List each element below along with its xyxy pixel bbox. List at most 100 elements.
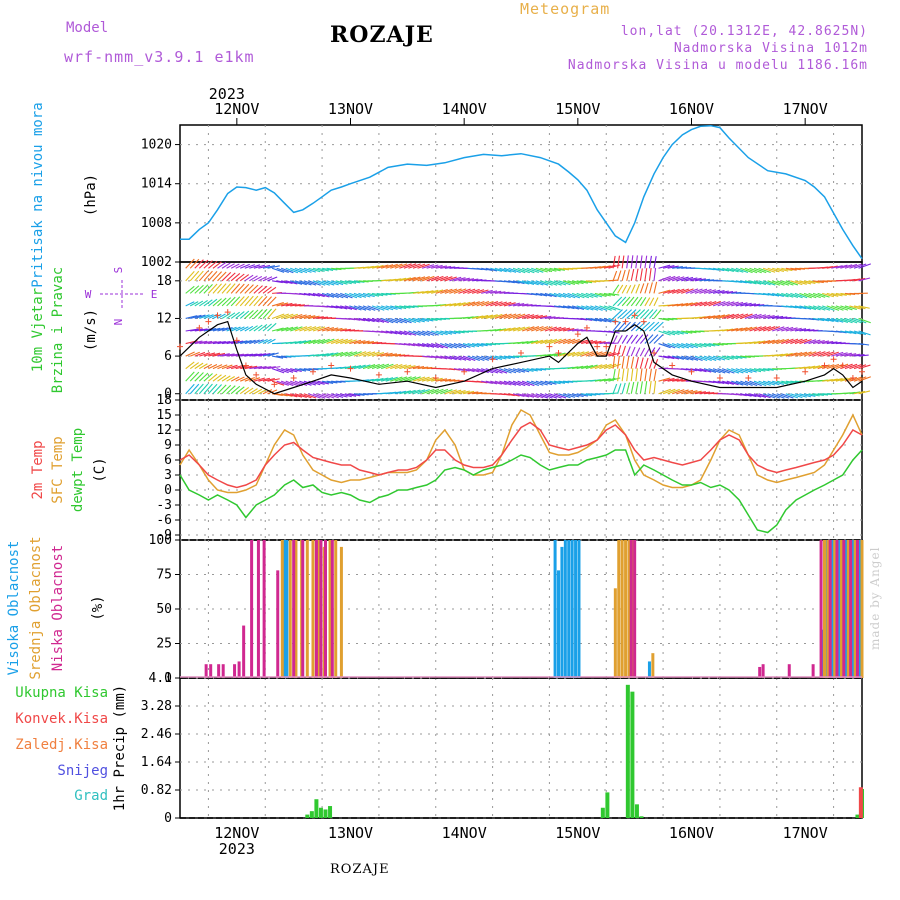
wind-barb [630, 321, 641, 332]
wind-barb [235, 376, 245, 382]
wind-barb [781, 280, 794, 286]
gust-marker [773, 375, 780, 382]
wind-barb [421, 317, 434, 322]
wind-barb [649, 321, 660, 332]
wind-barb [612, 296, 623, 307]
wind-barb [703, 289, 717, 294]
wind-barb [649, 334, 659, 344]
wind-barb [794, 280, 807, 285]
wind-barb [262, 366, 276, 370]
wind-barb [599, 305, 612, 311]
wind-barb [299, 292, 311, 296]
wind-barb [531, 314, 543, 319]
wind-barb [567, 351, 580, 357]
wind-barb [753, 326, 767, 332]
wind-barb [767, 326, 781, 332]
wind-barb [630, 368, 634, 382]
wind-barb [822, 292, 835, 298]
wind-barb [581, 351, 594, 357]
wind-barb [522, 303, 533, 307]
wind-barb [340, 351, 353, 357]
wind-barb [617, 383, 622, 394]
wind-barb [326, 380, 338, 384]
wind-barb [785, 292, 799, 299]
gust-marker [518, 349, 524, 356]
wind-barb [521, 380, 535, 387]
gust-marker [546, 343, 553, 350]
wind-barb [676, 389, 689, 395]
wind-barb [344, 292, 358, 299]
wind-barb [276, 267, 289, 274]
data-layer [177, 124, 871, 818]
wind-barb [431, 275, 444, 282]
wind-barb [799, 351, 812, 357]
wind-barb [299, 280, 312, 286]
wind-barb [767, 292, 780, 297]
wind-barb [790, 305, 802, 309]
wind-barb [822, 266, 833, 269]
wind-barb [812, 339, 825, 345]
wind-barb [353, 340, 366, 345]
wind-barb [444, 288, 458, 294]
wind-barb [217, 340, 231, 345]
wind-barb [635, 309, 646, 319]
wind-barb [290, 340, 302, 345]
wind-barb [690, 368, 702, 372]
wind-barb [490, 380, 503, 385]
wind-barb [753, 280, 767, 286]
wind-barb [294, 340, 307, 345]
wind-barb [203, 341, 217, 345]
wind-barb [421, 343, 435, 348]
wind-barb [681, 330, 693, 334]
wind-barb [281, 368, 294, 373]
wind-barb [612, 368, 616, 382]
wind-barb [458, 330, 469, 333]
wind-barb [212, 374, 222, 382]
wind-barb [826, 265, 838, 269]
wind-barb [794, 351, 808, 357]
wind-barb [644, 321, 655, 332]
precip-total-bar [605, 792, 610, 818]
wind-barb [303, 280, 317, 286]
wind-barb [572, 365, 584, 370]
wind-barb [667, 343, 681, 349]
wind-barb [471, 301, 485, 307]
wind-barb [571, 292, 585, 299]
wind-barb [239, 386, 250, 395]
wind-barb [803, 339, 817, 345]
wind-barb [735, 368, 749, 374]
wind-barb [203, 270, 213, 282]
wind-barb [203, 299, 213, 307]
wind-barb [594, 292, 607, 297]
cloud-high-bar [283, 540, 287, 678]
wind-barb [394, 376, 408, 382]
cloud-low-bar [319, 540, 323, 678]
wind-barb [189, 383, 200, 395]
wind-barb [408, 376, 421, 382]
wind-barb [326, 267, 338, 271]
wind-barb [189, 301, 199, 307]
wind-barb [540, 315, 552, 319]
wind-barb [194, 340, 208, 345]
wind-barb [590, 292, 603, 298]
wind-barb [226, 326, 237, 332]
wind-barb [758, 314, 771, 319]
wind-barb [212, 352, 226, 357]
wind-barb [271, 355, 284, 359]
wind-gust-markers [177, 309, 865, 388]
wind-barb [708, 289, 721, 294]
sfc-temp-series [179, 408, 863, 494]
cloud-low-bar [242, 625, 246, 678]
wind-barb [744, 280, 757, 285]
wind-barb [271, 267, 285, 273]
wind-barb [267, 308, 277, 319]
wind-barb [490, 267, 503, 272]
cloud-high-bar [563, 540, 567, 678]
wind-barb [758, 292, 770, 296]
wind-barb [253, 377, 266, 382]
wind-barb [740, 267, 753, 274]
wind-barb [253, 264, 266, 269]
wind-barb [713, 343, 724, 346]
wind-barb [276, 355, 288, 359]
wind-barb [371, 363, 385, 370]
